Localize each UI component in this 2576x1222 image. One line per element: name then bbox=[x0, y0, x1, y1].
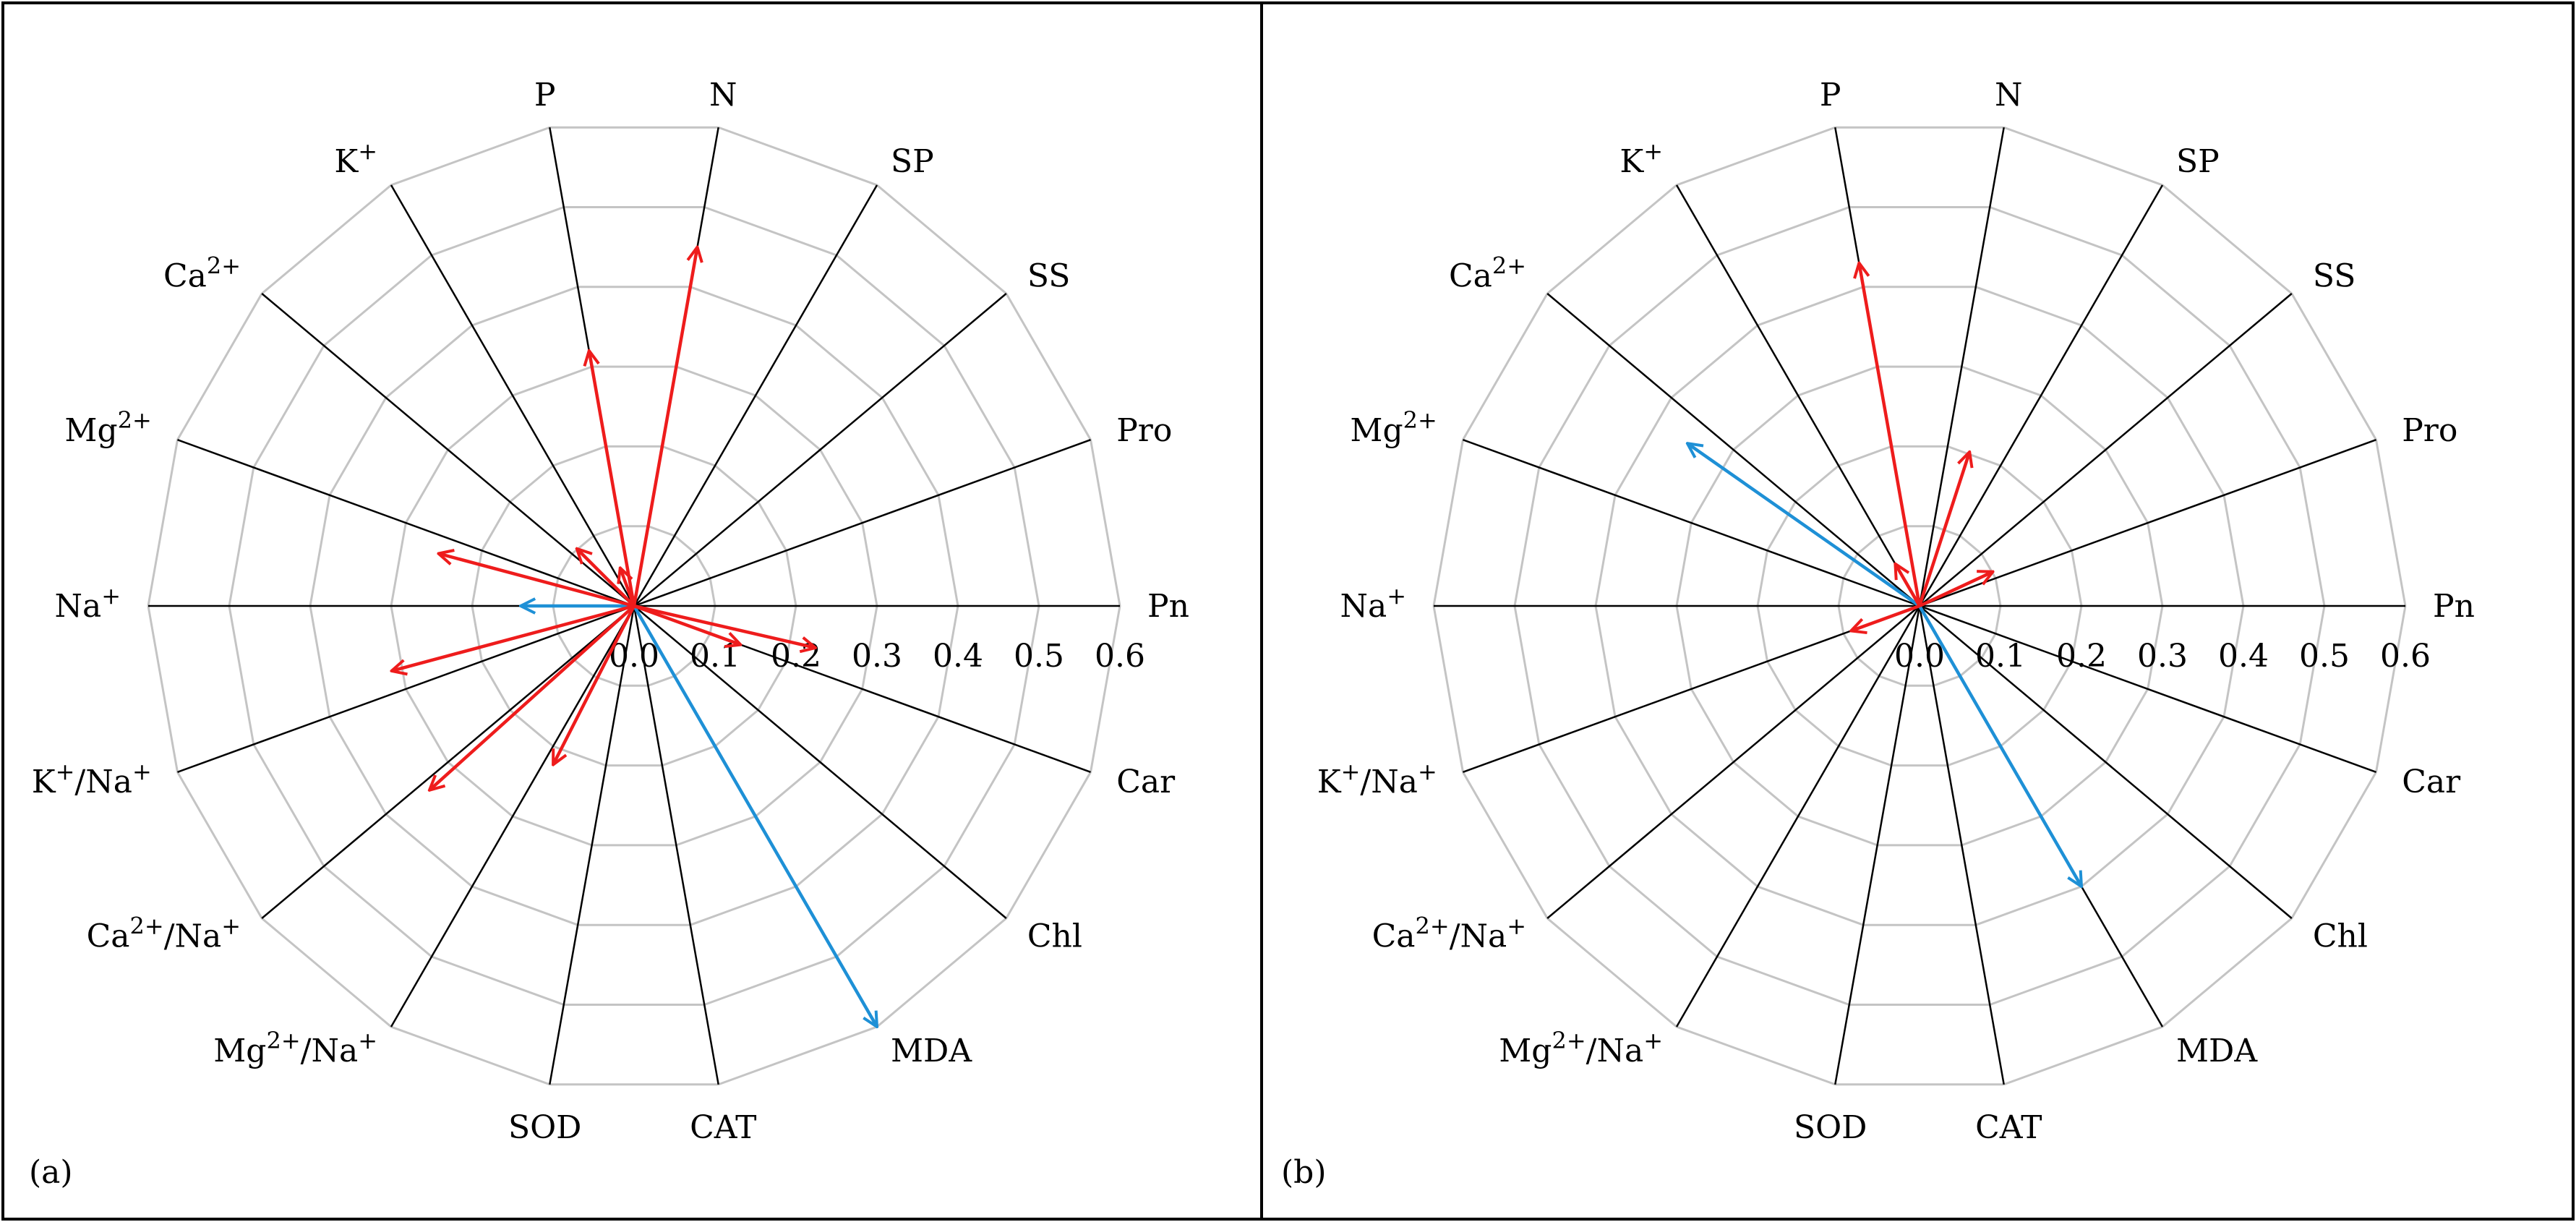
axis-label-p: P bbox=[534, 77, 556, 114]
axis-label-pro: Pro bbox=[1116, 412, 1172, 449]
axis-spoke-chl bbox=[1919, 605, 2293, 919]
tick-label: 0.4 bbox=[933, 638, 983, 675]
axis-label-chl: Chl bbox=[1027, 918, 1082, 954]
axis-spoke-ca2plus-over-naplus bbox=[261, 605, 635, 919]
axis-label-naplus: Na+ bbox=[1340, 582, 1406, 625]
axis-label-n: N bbox=[1995, 77, 2023, 114]
tick-label: 0.3 bbox=[2137, 638, 2188, 675]
axis-label-p: P bbox=[1820, 77, 1841, 114]
axis-spoke-sp bbox=[1918, 184, 2164, 607]
panel-label: (b) bbox=[1281, 1154, 1327, 1191]
axis-label-cat: CAT bbox=[690, 1109, 756, 1146]
vector-arrow bbox=[620, 568, 636, 607]
tick-label: 0.1 bbox=[1975, 638, 2026, 675]
vector-arrow bbox=[392, 604, 635, 671]
axis-spoke-kplus bbox=[1675, 184, 1921, 607]
tick-label: 0.0 bbox=[1894, 638, 1945, 675]
axis-spoke-kplus-over-naplus bbox=[1463, 604, 1920, 773]
axis-label-kplus-over-naplus: K+/Na+ bbox=[32, 758, 152, 800]
axis-spoke-sp bbox=[633, 184, 878, 607]
axis-label-sod: SOD bbox=[508, 1109, 582, 1146]
axis-spoke-pro bbox=[1919, 439, 2376, 607]
axis-label-ss: SS bbox=[2313, 258, 2356, 295]
axis-spoke-n bbox=[1918, 127, 2005, 607]
panel-b-radar-chart: Pn Pro SS SP N P K+ Ca2+ Mg2+ Na+ K+/Na+ Ca2+/Na+ Mg… bbox=[1281, 77, 2475, 1191]
axis-label-sp: SP bbox=[891, 143, 934, 180]
axis-label-ss: SS bbox=[1027, 258, 1071, 295]
axis-label-sod: SOD bbox=[1794, 1109, 1867, 1146]
vector-arrow bbox=[429, 604, 636, 790]
axis-spoke-mg2plus bbox=[1463, 439, 1920, 607]
axis-spoke-ca2plus bbox=[1546, 293, 1920, 607]
axis-label-mg2plus: Mg2+ bbox=[64, 406, 151, 449]
tick-label: 0.5 bbox=[1014, 638, 1064, 675]
vector-mda bbox=[633, 604, 877, 1027]
vector-arrow bbox=[1895, 564, 1921, 607]
axis-label-kplus: K+ bbox=[1619, 137, 1663, 180]
vector-arrow bbox=[633, 604, 740, 645]
axis-spoke-cat bbox=[1918, 605, 2005, 1085]
axis-spoke-mg2plus-over-naplus bbox=[1675, 605, 1921, 1027]
vector-arrow bbox=[1917, 452, 1969, 607]
axis-spoke-sod bbox=[549, 605, 636, 1085]
axis-spoke-kplus bbox=[390, 184, 636, 607]
tick-label: 0.0 bbox=[609, 638, 659, 675]
axis-label-pro: Pro bbox=[2402, 412, 2457, 449]
axis-spoke-mg2plus-over-naplus bbox=[390, 605, 636, 1027]
axis-spoke-chl bbox=[633, 605, 1007, 919]
axis-label-pn: Pn bbox=[1147, 588, 1189, 625]
axis-spoke-ca2plus bbox=[261, 293, 635, 607]
axis-label-mg2plus-over-naplus: Mg2+/Na+ bbox=[213, 1027, 377, 1069]
tick-label: 0.6 bbox=[1095, 638, 1145, 675]
axis-spoke-ss bbox=[1919, 293, 2293, 607]
axis-spoke-ss bbox=[633, 293, 1007, 607]
vector-arrow bbox=[1687, 443, 1921, 607]
axis-label-n: N bbox=[709, 77, 737, 114]
axis-label-ca2plus: Ca2+ bbox=[163, 252, 241, 295]
vector-arrow bbox=[633, 604, 816, 648]
axis-spoke-car bbox=[1919, 604, 2376, 773]
axis-label-naplus: Na+ bbox=[54, 582, 121, 625]
vector-arrow bbox=[577, 549, 636, 607]
tick-label: 0.4 bbox=[2218, 638, 2269, 675]
axis-spoke-ca2plus-over-naplus bbox=[1546, 605, 1920, 919]
vector-arrow bbox=[1919, 572, 1993, 608]
axis-label-car: Car bbox=[2402, 764, 2461, 800]
axis-label-pn: Pn bbox=[2433, 588, 2475, 625]
axis-label-mda: MDA bbox=[2176, 1033, 2258, 1069]
axis-spoke-sod bbox=[1834, 605, 1921, 1085]
axis-label-sp: SP bbox=[2176, 143, 2220, 180]
vector-p bbox=[1859, 263, 1922, 607]
tick-label: 0.2 bbox=[2056, 638, 2107, 675]
axis-spoke-kplus-over-naplus bbox=[177, 604, 635, 773]
vector-arrow bbox=[439, 554, 635, 608]
axis-label-mda: MDA bbox=[891, 1033, 972, 1069]
vector-arrow bbox=[1851, 604, 1920, 631]
vector-n bbox=[632, 247, 698, 607]
axis-spoke-mg2plus bbox=[177, 439, 635, 607]
axis-label-mg2plus: Mg2+ bbox=[1350, 406, 1437, 449]
axis-label-kplus: K+ bbox=[334, 137, 377, 180]
axis-spoke-pro bbox=[633, 439, 1091, 607]
axis-label-chl: Chl bbox=[2313, 918, 2368, 954]
vector-p bbox=[589, 351, 636, 607]
axis-spoke-cat bbox=[633, 605, 719, 1085]
axis-label-ca2plus-over-naplus: Ca2+/Na+ bbox=[87, 912, 241, 954]
tick-label: 0.5 bbox=[2299, 638, 2350, 675]
axis-label-car: Car bbox=[1116, 764, 1176, 800]
panel-a-radar-chart: Pn Pro SS SP N P K+ Ca2+ Mg2+ Na+ K+/Na+ Ca2+/Na+ Mg… bbox=[29, 77, 1189, 1191]
vector-arrow bbox=[553, 604, 636, 765]
axis-label-kplus-over-naplus: K+/Na+ bbox=[1317, 758, 1437, 800]
tick-label: 0.3 bbox=[852, 638, 902, 675]
axis-label-mg2plus-over-naplus: Mg2+/Na+ bbox=[1499, 1027, 1663, 1069]
axis-label-ca2plus: Ca2+ bbox=[1449, 252, 1526, 295]
axis-label-cat: CAT bbox=[1975, 1109, 2042, 1146]
axis-label-ca2plus-over-naplus: Ca2+/Na+ bbox=[1372, 912, 1526, 954]
tick-label: 0.6 bbox=[2380, 638, 2431, 675]
vector-arrow bbox=[1918, 604, 2081, 886]
panel-label: (a) bbox=[29, 1154, 73, 1191]
